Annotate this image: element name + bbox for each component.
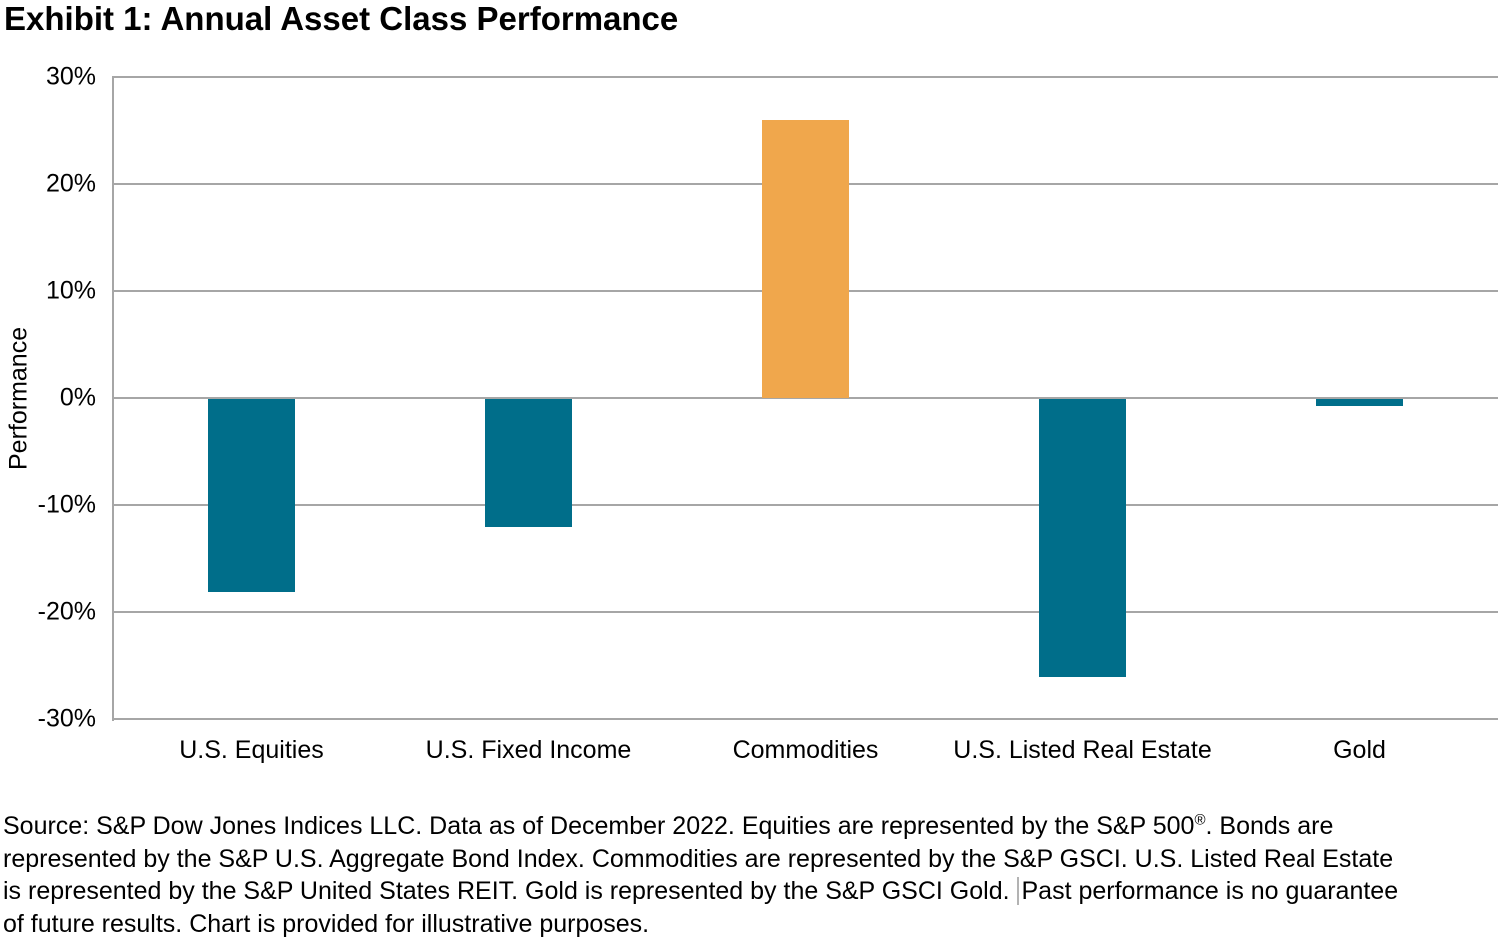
source-note: Source: S&P Dow Jones Indices LLC. Data … (3, 810, 1497, 940)
bar-commodities (762, 119, 849, 398)
y-tick-label: 20% (45, 169, 96, 198)
y-tick-label: -20% (37, 597, 96, 626)
y-tick-label: -10% (37, 490, 96, 519)
source-note-line-1: Source: S&P Dow Jones Indices LLC. Data … (3, 811, 1334, 840)
x-axis-label: U.S. Fixed Income (425, 736, 632, 764)
plot-area (113, 76, 1498, 720)
gridline (113, 397, 1498, 399)
bar-us-listed-real-estate (1039, 399, 1126, 678)
gridline (113, 504, 1498, 506)
y-tick-label: -30% (37, 704, 96, 733)
x-axis-label: Commodities (732, 736, 879, 764)
x-axis-label: U.S. Listed Real Estate (953, 736, 1212, 764)
y-tick-label: 30% (45, 62, 96, 91)
x-axis-label: U.S. Equities (179, 736, 324, 764)
bar-us-fixed-income (485, 399, 572, 528)
y-tick-label: 10% (45, 276, 96, 305)
chart-title: Exhibit 1: Annual Asset Class Performanc… (4, 0, 679, 37)
gridline (113, 718, 1498, 720)
x-axis-label: Gold (1333, 736, 1386, 764)
gridline (113, 611, 1498, 613)
source-note-line-3: is represented by the S&P United States … (3, 877, 1399, 905)
source-note-line-4: of future results. Chart is provided for… (3, 909, 650, 938)
text-cursor-artifact (1016, 877, 1019, 905)
bar-us-equities (208, 399, 295, 592)
y-axis-tick-labels: 30% 20% 10% 0% -10% -20% -30% (0, 63, 96, 733)
x-axis-labels: U.S. Equities U.S. Fixed Income Commoditie… (113, 736, 1498, 770)
gridline (113, 76, 1498, 78)
y-tick-label: 0% (59, 383, 96, 412)
source-note-line-2: represented by the S&P U.S. Aggregate Bo… (3, 844, 1394, 873)
registered-trademark-symbol: ® (1194, 811, 1206, 829)
bar-chart: Performance 30% 20% 10% 0% -10% -20% -30% U.S.… (0, 63, 1498, 770)
bar-gold (1316, 399, 1403, 407)
